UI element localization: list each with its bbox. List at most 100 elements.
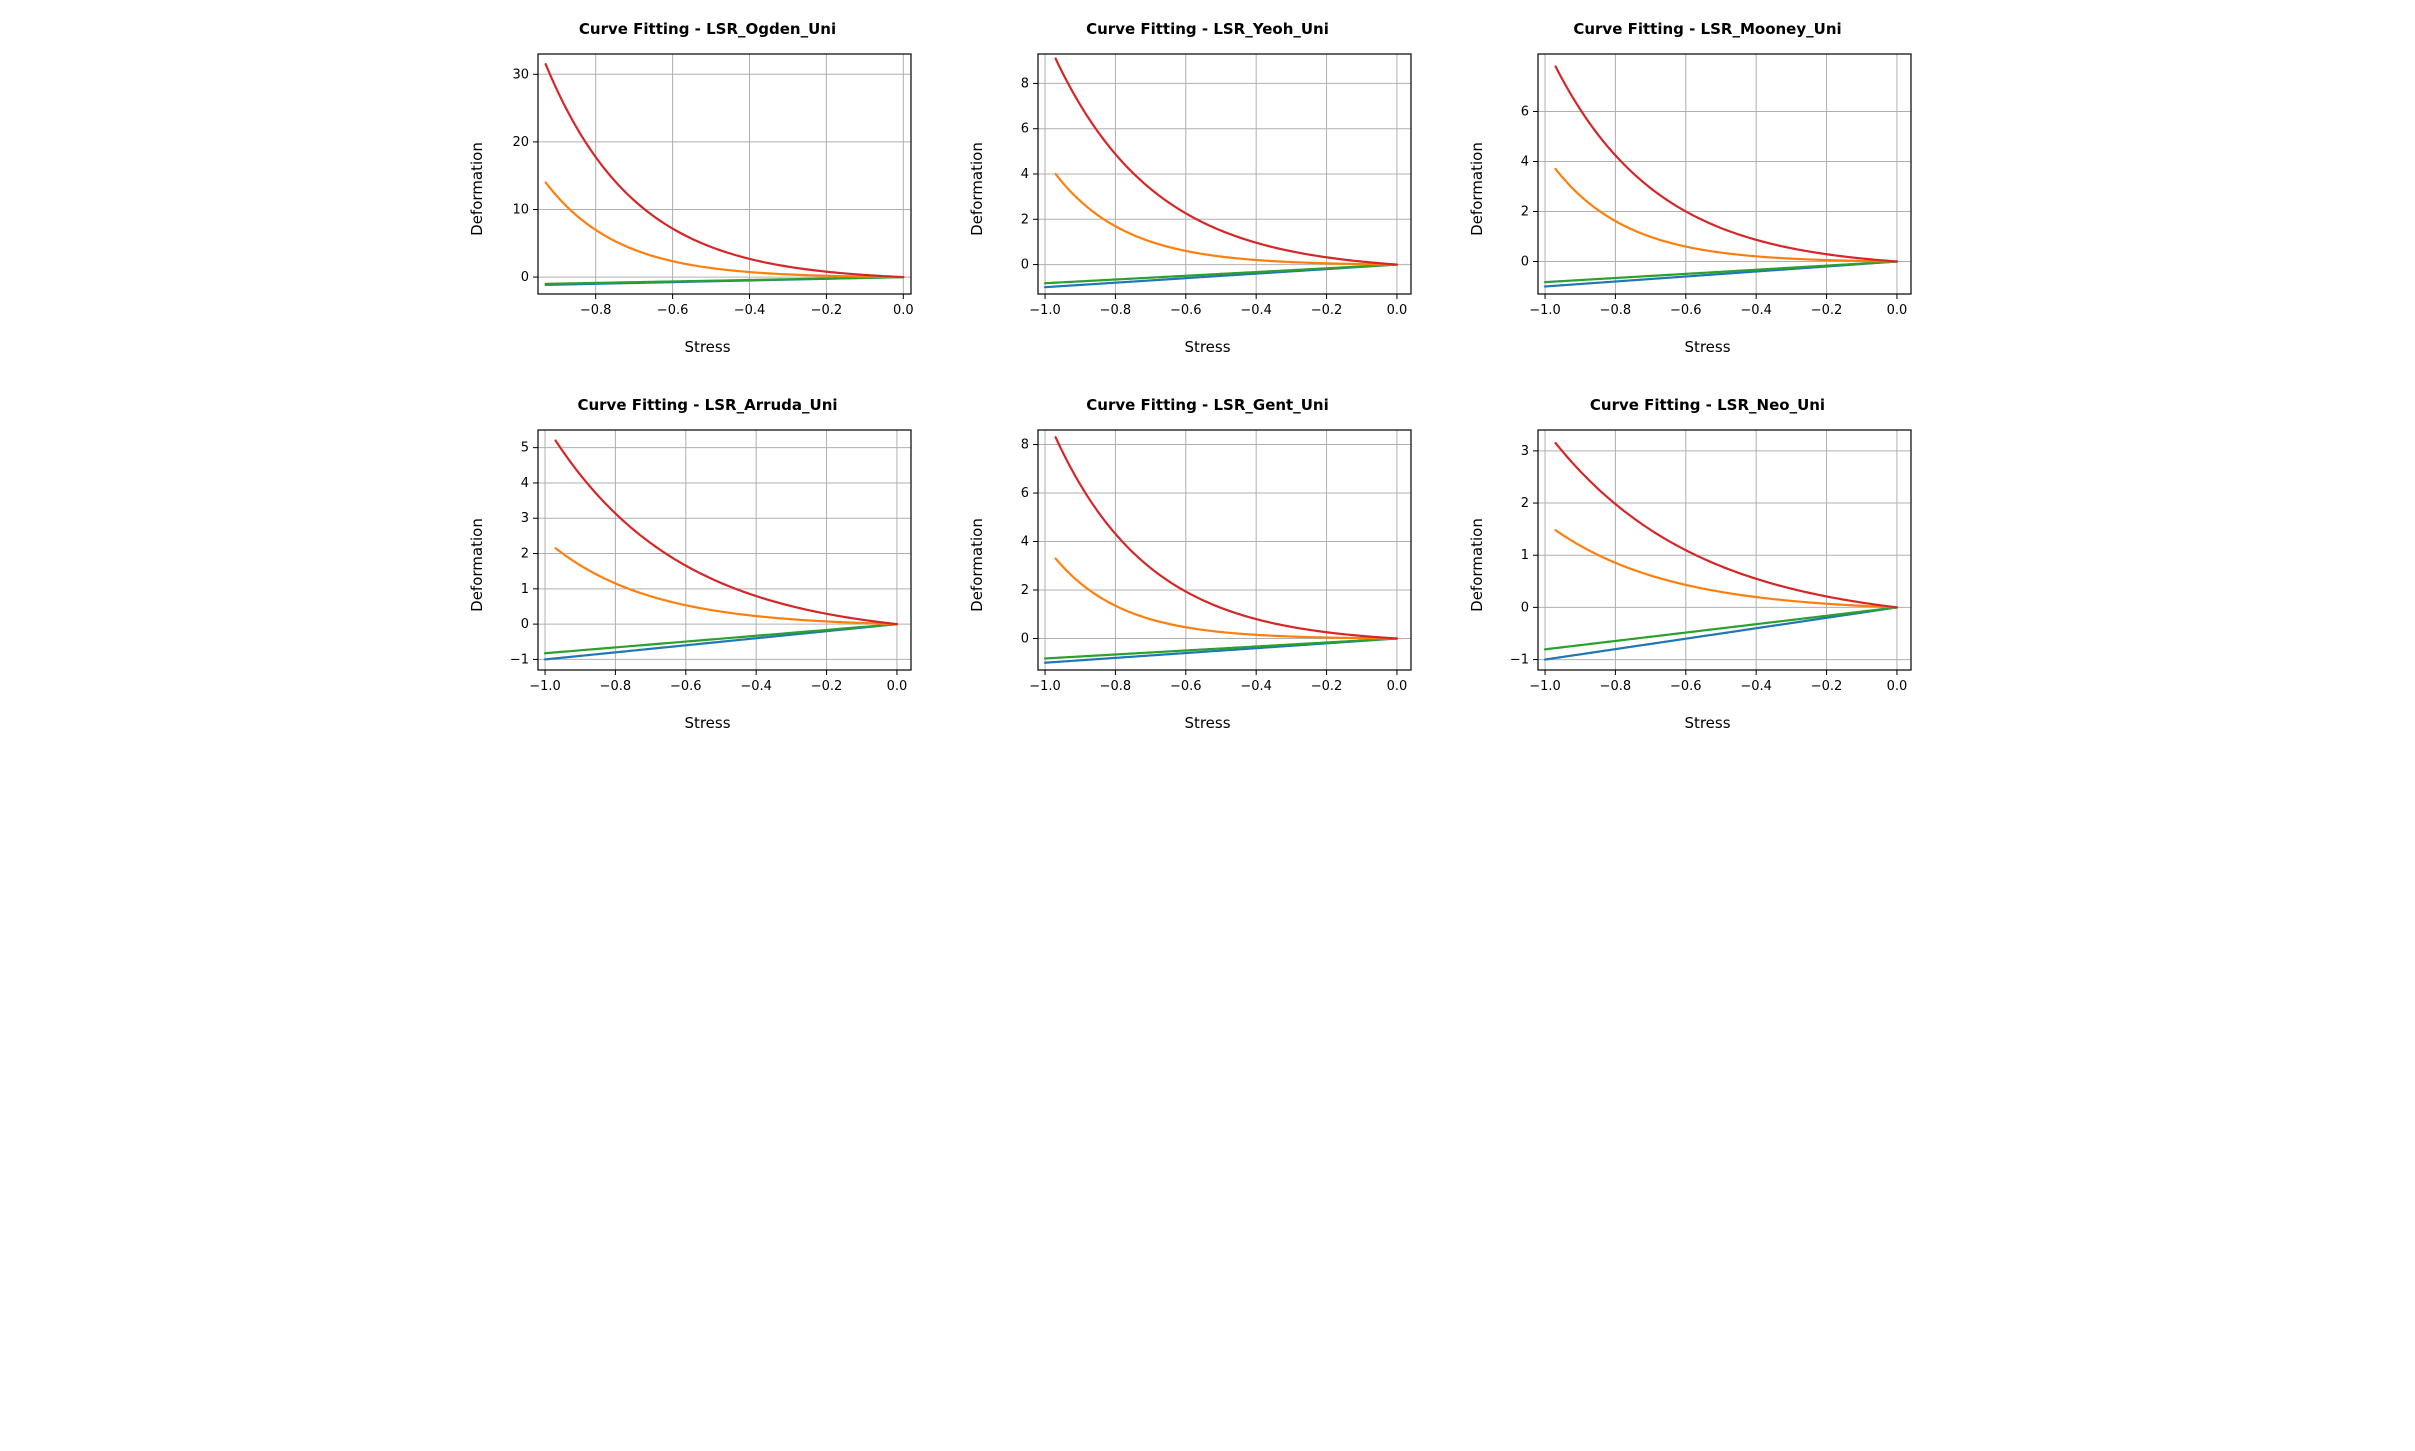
x-axis-label: Stress bbox=[983, 338, 1433, 356]
y-tick-label: 4 bbox=[1020, 167, 1028, 182]
chart-svg: −0.8−0.6−0.4−0.20.00102030 bbox=[483, 44, 923, 334]
chart-panel-yeoh: Curve Fitting - LSR_Yeoh_UniDeformation−… bbox=[983, 20, 1433, 356]
chart-svg: −1.0 −0.8 −0.6 −0.4 −0.2 0.0 0 2 4 6 8 bbox=[983, 44, 1423, 334]
x-tick-label: −0.6 bbox=[1170, 303, 1202, 318]
y-tick-label: 1 bbox=[1520, 548, 1528, 563]
panel-title: Curve Fitting - LSR_Yeoh_Uni bbox=[983, 20, 1433, 38]
chart-panel-mooney: Curve Fitting - LSR_Mooney_UniDeformatio… bbox=[1483, 20, 1933, 356]
chart-svg: −1.0 −0.8 −0.6 −0.4 −0.2 0.0 −1 0 1 2 3 4 5 bbox=[483, 420, 923, 710]
series-red bbox=[1055, 437, 1396, 638]
y-tick-label: 2 bbox=[1520, 205, 1528, 220]
x-tick-label: 0.0 bbox=[1886, 679, 1907, 694]
y-tick-label: 4 bbox=[1520, 155, 1528, 170]
x-tick-label: −1.0 bbox=[529, 679, 561, 694]
x-tick-label: 0.0 bbox=[1386, 303, 1407, 318]
y-axis-label: Deformation bbox=[1468, 142, 1486, 236]
series-red bbox=[1555, 443, 1896, 607]
y-tick-label: −1 bbox=[1509, 653, 1528, 668]
chart-grid: Curve Fitting - LSR_Ogden_Uni Deformation… bbox=[483, 20, 1933, 732]
y-tick-label: 6 bbox=[1020, 486, 1028, 501]
chart-panel-ogden: Curve Fitting - LSR_Ogden_UniDeformation… bbox=[483, 20, 933, 356]
y-tick-label: 4 bbox=[1020, 535, 1028, 550]
y-tick-label: 3 bbox=[1520, 444, 1528, 459]
chart-panel-arruda: Curve Fitting - LSR_Arruda_UniDeformatio… bbox=[483, 396, 933, 732]
x-tick-label: −0.4 bbox=[733, 303, 765, 318]
x-tick-label: −1.0 bbox=[1529, 679, 1561, 694]
x-tick-label: −0.2 bbox=[1810, 679, 1842, 694]
x-tick-label: −0.8 bbox=[579, 303, 611, 318]
y-tick-label: 4 bbox=[520, 476, 528, 491]
series-orange bbox=[1055, 558, 1396, 638]
y-axis-label: Deformation bbox=[468, 142, 486, 236]
x-tick-label: −0.4 bbox=[1740, 303, 1772, 318]
x-tick-label: −0.6 bbox=[1170, 679, 1202, 694]
x-axis-label: Stress bbox=[1483, 338, 1933, 356]
x-tick-label: −1.0 bbox=[1029, 679, 1061, 694]
y-axis-label: Deformation bbox=[468, 518, 486, 612]
chart-panel-gent: Curve Fitting - LSR_Gent_UniDeformation−… bbox=[983, 396, 1433, 732]
series-green bbox=[545, 277, 903, 284]
x-tick-label: −0.4 bbox=[740, 679, 772, 694]
y-tick-label: 2 bbox=[1020, 212, 1028, 227]
x-tick-label: −0.6 bbox=[1670, 679, 1702, 694]
y-axis-label: Deformation bbox=[968, 142, 986, 236]
series-red bbox=[1055, 59, 1396, 265]
y-tick-label: −1 bbox=[509, 652, 528, 667]
series-green bbox=[1045, 638, 1397, 658]
y-axis-label: Deformation bbox=[1468, 518, 1486, 612]
y-tick-label: 0 bbox=[520, 617, 528, 632]
chart-svg: −1.0−0.8−0.6−0.4−0.20.00246 bbox=[1483, 44, 1923, 334]
y-tick-label: 5 bbox=[520, 441, 528, 456]
x-tick-label: −0.6 bbox=[1670, 303, 1702, 318]
series-green bbox=[1045, 265, 1397, 284]
series-green bbox=[1545, 262, 1897, 283]
x-axis-label: Stress bbox=[1483, 714, 1933, 732]
x-tick-label: −1.0 bbox=[1029, 303, 1061, 318]
x-axis-label: Stress bbox=[483, 714, 933, 732]
series-orange bbox=[1555, 169, 1896, 262]
chart-panel-neo: Curve Fitting - LSR_Neo_UniDeformation−1… bbox=[1483, 396, 1933, 732]
x-tick-label: −0.2 bbox=[1810, 303, 1842, 318]
panel-title: Curve Fitting - LSR_Gent_Uni bbox=[983, 396, 1433, 414]
x-tick-label: −0.2 bbox=[1310, 679, 1342, 694]
series-orange bbox=[545, 182, 903, 277]
x-tick-label: 0.0 bbox=[886, 679, 907, 694]
x-axis-label: Stress bbox=[983, 714, 1433, 732]
x-tick-label: 0.0 bbox=[1386, 679, 1407, 694]
chart-svg: −1.0−0.8−0.6−0.4−0.20.0−10123 bbox=[1483, 420, 1923, 710]
y-tick-label: 0 bbox=[1020, 258, 1028, 273]
x-tick-label: −0.4 bbox=[1740, 679, 1772, 694]
x-tick-label: −0.8 bbox=[599, 679, 631, 694]
y-tick-label: 20 bbox=[512, 135, 529, 150]
y-axis-label: Deformation bbox=[968, 518, 986, 612]
chart-svg: −1.0−0.8−0.6−0.4−0.20.002468 bbox=[983, 420, 1423, 710]
x-axis-label: Stress bbox=[483, 338, 933, 356]
x-tick-label: −0.8 bbox=[1099, 303, 1131, 318]
series-red bbox=[1555, 67, 1896, 262]
series-green bbox=[545, 624, 897, 653]
x-tick-label: −0.2 bbox=[810, 303, 842, 318]
y-tick-label: 8 bbox=[1020, 438, 1028, 453]
series-blue bbox=[1545, 607, 1897, 659]
panel-title: Curve Fitting - LSR_Neo_Uni bbox=[1483, 396, 1933, 414]
x-tick-label: −0.4 bbox=[1240, 303, 1272, 318]
y-tick-label: 8 bbox=[1020, 76, 1028, 91]
y-tick-label: 0 bbox=[1020, 631, 1028, 646]
y-tick-label: 2 bbox=[1020, 583, 1028, 598]
y-tick-label: 0 bbox=[520, 270, 528, 285]
x-tick-label: −0.8 bbox=[1099, 679, 1131, 694]
x-tick-label: −0.2 bbox=[1310, 303, 1342, 318]
x-tick-label: −0.8 bbox=[1599, 303, 1631, 318]
y-tick-label: 2 bbox=[520, 547, 528, 562]
series-red bbox=[545, 64, 903, 277]
y-tick-label: 1 bbox=[520, 582, 528, 597]
x-tick-label: −0.6 bbox=[656, 303, 688, 318]
x-tick-label: −0.2 bbox=[810, 679, 842, 694]
y-tick-label: 2 bbox=[1520, 496, 1528, 511]
panel-title: Curve Fitting - LSR_Ogden_Uni bbox=[483, 20, 933, 38]
x-tick-label: −0.6 bbox=[670, 679, 702, 694]
y-tick-label: 6 bbox=[1020, 122, 1028, 137]
y-tick-label: 3 bbox=[520, 511, 528, 526]
x-tick-label: −1.0 bbox=[1529, 303, 1561, 318]
y-tick-label: 0 bbox=[1520, 255, 1528, 270]
